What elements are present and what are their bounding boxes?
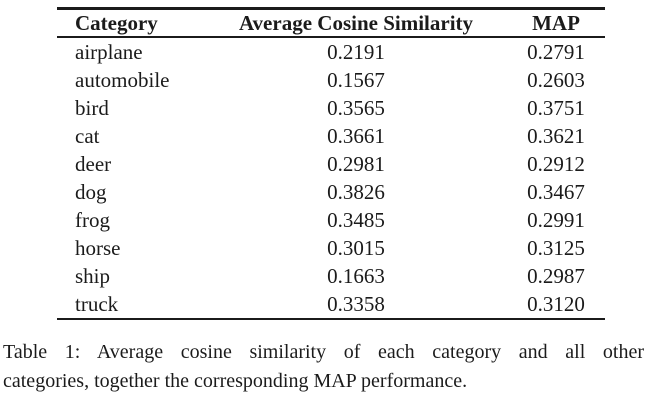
cell-avg-cosine-similarity: 0.2191 <box>327 39 385 64</box>
cell-avg-cosine-similarity: 0.1663 <box>327 263 385 288</box>
header-cell-avg-cosine-similarity: Average Cosine Similarity <box>238 10 474 35</box>
table-caption-line-1: Table 1: Average cosine similarity of ea… <box>3 341 644 363</box>
cell-category: cat <box>75 123 100 148</box>
table-row: automobile 0.1567 0.2603 <box>57 66 605 94</box>
table-row: frog 0.3485 0.2991 <box>57 206 605 234</box>
cell-category: horse <box>75 235 121 260</box>
table-body: airplane 0.2191 0.2791 automobile 0.1567 0.26… <box>57 37 605 319</box>
cell-map: 0.3621 <box>527 123 585 148</box>
cell-category: automobile <box>75 67 170 92</box>
cell-category: dog <box>75 179 107 204</box>
cell-map: 0.2987 <box>527 263 585 288</box>
cell-category: bird <box>75 95 109 120</box>
header-cell-map: MAP <box>532 10 580 35</box>
table-head: Category Average Cosine Similarity MAP <box>57 9 605 37</box>
table-row: deer 0.2981 0.2912 <box>57 150 605 178</box>
cell-map: 0.3125 <box>527 235 585 260</box>
cell-category: deer <box>75 151 112 176</box>
cell-category: ship <box>75 263 111 288</box>
cell-map: 0.3751 <box>527 95 585 120</box>
cell-category: frog <box>75 207 110 232</box>
table-caption-line-2: categories, together the corresponding M… <box>3 370 468 392</box>
table-caption: Table 1: Average cosine similarity of ea… <box>3 338 644 396</box>
cell-map: 0.2791 <box>527 39 585 64</box>
table-row: cat 0.3661 0.3621 <box>57 122 605 150</box>
header-cell-category: Category <box>75 10 158 35</box>
cell-avg-cosine-similarity: 0.3565 <box>327 95 385 120</box>
results-table: Category Average Cosine Similarity MAP air… <box>57 7 605 320</box>
cell-map: 0.2912 <box>527 151 585 176</box>
cell-map: 0.3467 <box>527 179 585 204</box>
table-row: bird 0.3565 0.3751 <box>57 94 605 122</box>
table-row: ship 0.1663 0.2987 <box>57 262 605 290</box>
cell-map: 0.2603 <box>527 67 585 92</box>
cell-map: 0.2991 <box>527 207 585 232</box>
cell-avg-cosine-similarity: 0.3661 <box>327 123 385 148</box>
cell-avg-cosine-similarity: 0.3015 <box>327 235 385 260</box>
cell-map: 0.3120 <box>527 291 585 316</box>
cell-avg-cosine-similarity: 0.3358 <box>327 291 385 316</box>
table-row: airplane 0.2191 0.2791 <box>57 37 605 66</box>
table-row: horse 0.3015 0.3125 <box>57 234 605 262</box>
cell-category: truck <box>75 291 119 316</box>
cell-avg-cosine-similarity: 0.3826 <box>327 179 385 204</box>
cell-avg-cosine-similarity: 0.1567 <box>327 67 385 92</box>
table-row: dog 0.3826 0.3467 <box>57 178 605 206</box>
table-row: truck 0.3358 0.3120 <box>57 290 605 319</box>
table-header-row: Category Average Cosine Similarity MAP <box>57 9 605 37</box>
cell-category: airplane <box>75 39 143 64</box>
cell-avg-cosine-similarity: 0.2981 <box>327 151 385 176</box>
cell-avg-cosine-similarity: 0.3485 <box>327 207 385 232</box>
